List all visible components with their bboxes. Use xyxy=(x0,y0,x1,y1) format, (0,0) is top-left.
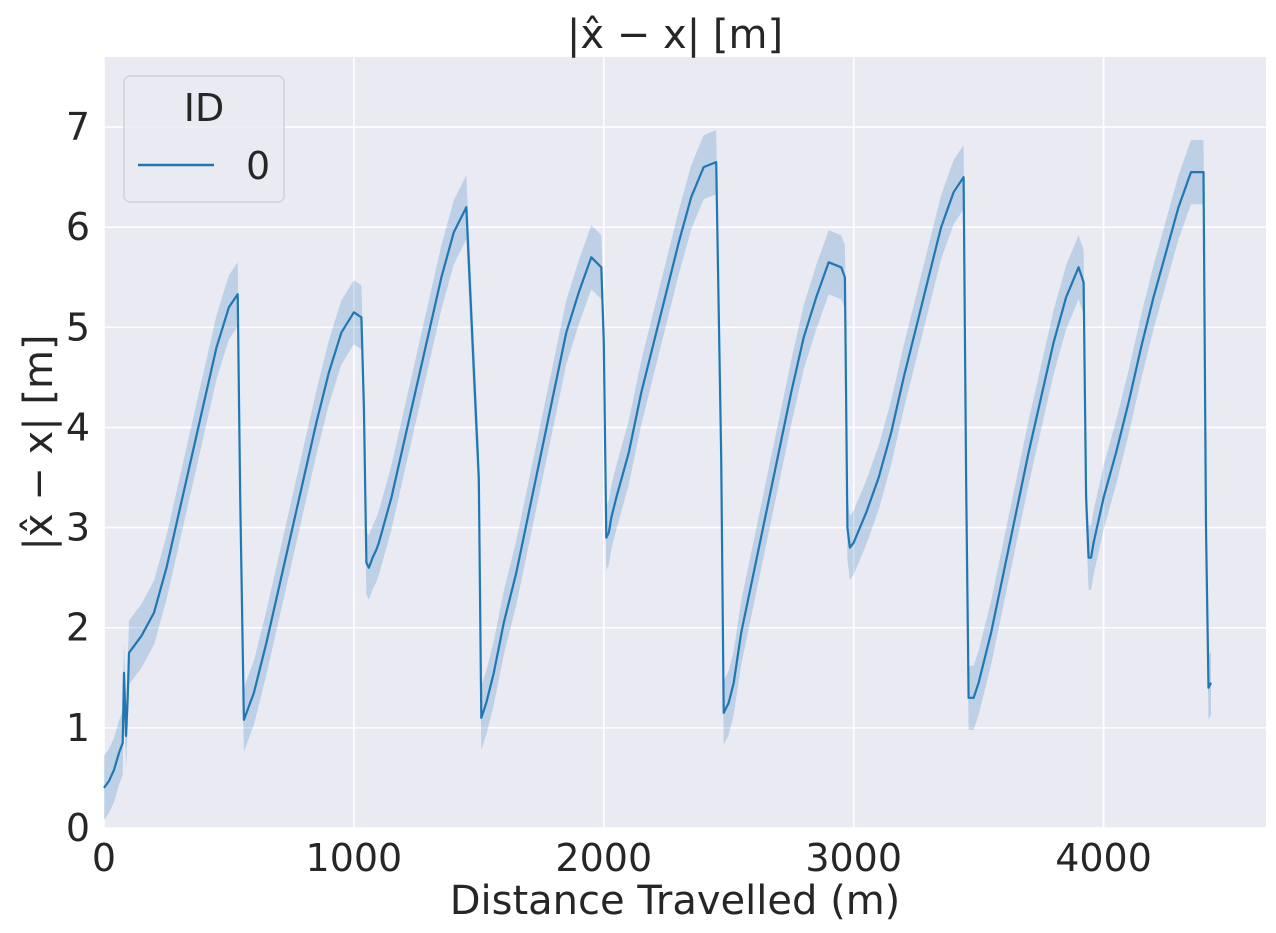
x-tick-label: 1000 xyxy=(306,836,403,880)
y-tick-label: 4 xyxy=(66,405,90,449)
x-tick-label: 4000 xyxy=(1055,836,1152,880)
x-tick-label: 3000 xyxy=(805,836,902,880)
y-tick-label: 2 xyxy=(66,606,90,650)
x-tick-labels: 0 1000 2000 3000 4000 xyxy=(92,836,1152,880)
y-tick-labels: 0 1 2 3 4 5 6 7 xyxy=(66,105,90,850)
plot-background xyxy=(104,57,1266,828)
y-tick-label: 3 xyxy=(66,506,90,550)
y-tick-label: 7 xyxy=(66,105,90,149)
series-line xyxy=(103,161,1212,789)
legend: ID 0 xyxy=(123,75,285,203)
legend-title: ID xyxy=(184,86,224,130)
grid-lines xyxy=(103,57,1266,829)
y-tick-label: 0 xyxy=(66,806,90,850)
x-tick-label: 0 xyxy=(92,836,116,880)
x-axis-label: Distance Travelled (m) xyxy=(450,878,901,924)
y-tick-label: 5 xyxy=(66,305,90,349)
y-axis-label: |x̂ − x| [m] xyxy=(16,334,62,550)
y-tick-label: 1 xyxy=(66,706,90,750)
legend-entry: 0 xyxy=(246,144,270,188)
legend-box xyxy=(123,75,285,203)
y-tick-label: 6 xyxy=(66,205,90,249)
chart-title: |x̂ − x| [m] xyxy=(567,12,783,58)
x-tick-label: 2000 xyxy=(555,836,652,880)
